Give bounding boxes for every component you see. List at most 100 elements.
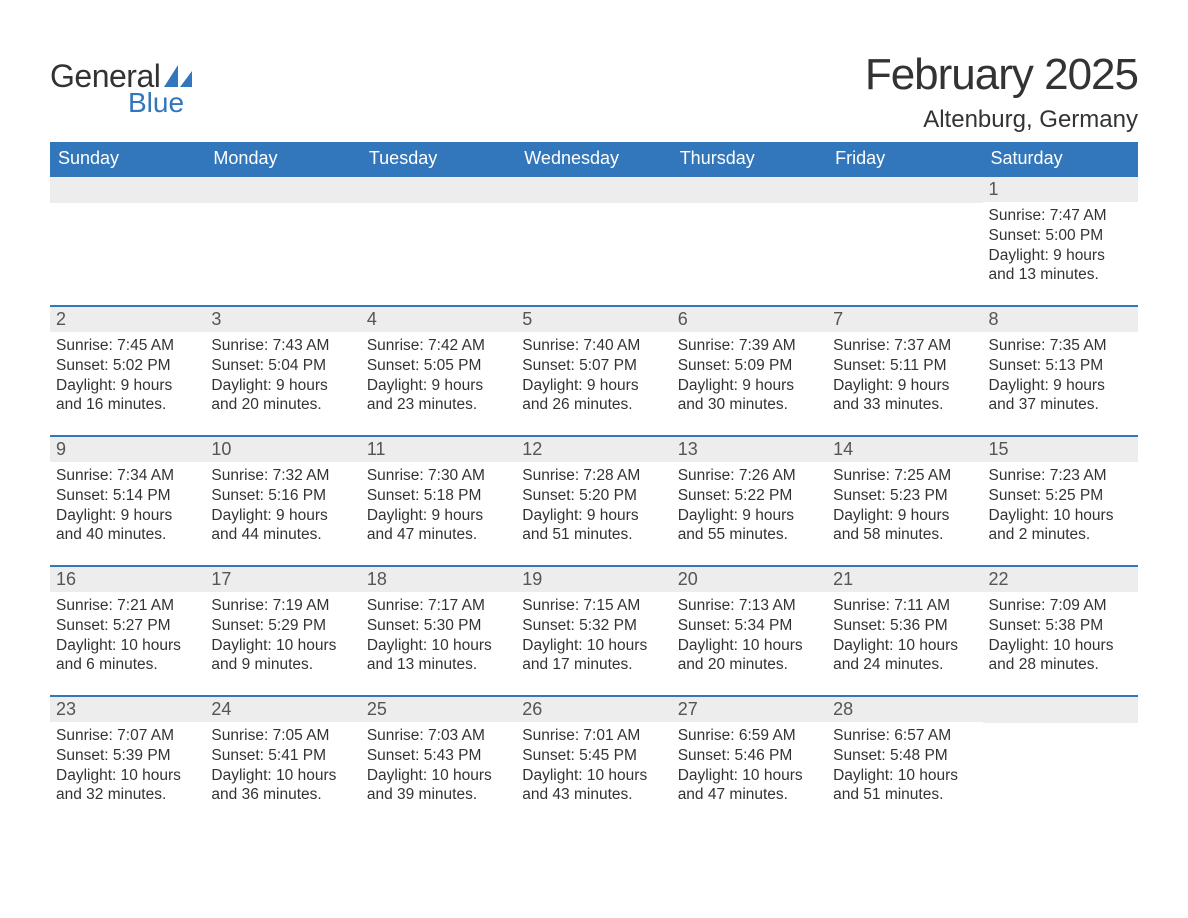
sunset-text: Sunset: 5:41 PM: [211, 746, 354, 766]
sunrise-text: Sunrise: 7:01 AM: [522, 726, 665, 746]
day-number: 1: [983, 177, 1138, 202]
day-body: Sunrise: 7:42 AMSunset: 5:05 PMDaylight:…: [361, 332, 516, 429]
calendar-day-cell: 7Sunrise: 7:37 AMSunset: 5:11 PMDaylight…: [827, 306, 982, 436]
daylight-text: Daylight: 10 hours and 36 minutes.: [211, 766, 354, 806]
day-number: 13: [672, 437, 827, 462]
calendar-day-cell: 10Sunrise: 7:32 AMSunset: 5:16 PMDayligh…: [205, 436, 360, 566]
sunset-text: Sunset: 5:39 PM: [56, 746, 199, 766]
sunset-text: Sunset: 5:13 PM: [989, 356, 1132, 376]
calendar-day-cell: 16Sunrise: 7:21 AMSunset: 5:27 PMDayligh…: [50, 566, 205, 696]
sunrise-text: Sunrise: 7:34 AM: [56, 466, 199, 486]
calendar-day-cell: 23Sunrise: 7:07 AMSunset: 5:39 PMDayligh…: [50, 696, 205, 825]
calendar-day-cell: 15Sunrise: 7:23 AMSunset: 5:25 PMDayligh…: [983, 436, 1138, 566]
calendar-day-cell: [205, 176, 360, 306]
daylight-text: Daylight: 10 hours and 2 minutes.: [989, 506, 1132, 546]
day-number: 2: [50, 307, 205, 332]
calendar-day-cell: 9Sunrise: 7:34 AMSunset: 5:14 PMDaylight…: [50, 436, 205, 566]
day-number: 24: [205, 697, 360, 722]
empty-day-number: [672, 177, 827, 203]
sunset-text: Sunset: 5:23 PM: [833, 486, 976, 506]
daylight-text: Daylight: 9 hours and 58 minutes.: [833, 506, 976, 546]
dow-header-sunday: Sunday: [50, 142, 205, 176]
header: General Blue February 2025 Altenburg, Ge…: [50, 50, 1138, 134]
day-number: 19: [516, 567, 671, 592]
sunset-text: Sunset: 5:14 PM: [56, 486, 199, 506]
day-number: 3: [205, 307, 360, 332]
daylight-text: Daylight: 9 hours and 55 minutes.: [678, 506, 821, 546]
daylight-text: Daylight: 9 hours and 44 minutes.: [211, 506, 354, 546]
day-body: Sunrise: 7:47 AMSunset: 5:00 PMDaylight:…: [983, 202, 1138, 299]
sunset-text: Sunset: 5:38 PM: [989, 616, 1132, 636]
daylight-text: Daylight: 10 hours and 17 minutes.: [522, 636, 665, 676]
daylight-text: Daylight: 10 hours and 39 minutes.: [367, 766, 510, 806]
daylight-text: Daylight: 9 hours and 33 minutes.: [833, 376, 976, 416]
day-number: 9: [50, 437, 205, 462]
day-body: Sunrise: 7:34 AMSunset: 5:14 PMDaylight:…: [50, 462, 205, 559]
empty-day-number: [516, 177, 671, 203]
calendar-day-cell: 4Sunrise: 7:42 AMSunset: 5:05 PMDaylight…: [361, 306, 516, 436]
daylight-text: Daylight: 9 hours and 20 minutes.: [211, 376, 354, 416]
daylight-text: Daylight: 10 hours and 9 minutes.: [211, 636, 354, 676]
calendar-day-cell: 8Sunrise: 7:35 AMSunset: 5:13 PMDaylight…: [983, 306, 1138, 436]
day-number: 21: [827, 567, 982, 592]
sunset-text: Sunset: 5:45 PM: [522, 746, 665, 766]
sunrise-text: Sunrise: 7:13 AM: [678, 596, 821, 616]
month-title: February 2025: [865, 50, 1138, 100]
day-number: 17: [205, 567, 360, 592]
day-number: 22: [983, 567, 1138, 592]
logo-sail-icon: [164, 65, 194, 89]
calendar-day-cell: 25Sunrise: 7:03 AMSunset: 5:43 PMDayligh…: [361, 696, 516, 825]
sunset-text: Sunset: 5:20 PM: [522, 486, 665, 506]
sunrise-text: Sunrise: 7:05 AM: [211, 726, 354, 746]
daylight-text: Daylight: 9 hours and 13 minutes.: [989, 246, 1132, 286]
sunrise-text: Sunrise: 7:28 AM: [522, 466, 665, 486]
calendar-day-cell: 1Sunrise: 7:47 AMSunset: 5:00 PMDaylight…: [983, 176, 1138, 306]
day-number: 4: [361, 307, 516, 332]
sunset-text: Sunset: 5:18 PM: [367, 486, 510, 506]
day-body: Sunrise: 7:35 AMSunset: 5:13 PMDaylight:…: [983, 332, 1138, 429]
daylight-text: Daylight: 9 hours and 23 minutes.: [367, 376, 510, 416]
sunset-text: Sunset: 5:02 PM: [56, 356, 199, 376]
empty-day-number: [50, 177, 205, 203]
sunset-text: Sunset: 5:11 PM: [833, 356, 976, 376]
sunset-text: Sunset: 5:29 PM: [211, 616, 354, 636]
sunset-text: Sunset: 5:00 PM: [989, 226, 1132, 246]
day-body: Sunrise: 7:09 AMSunset: 5:38 PMDaylight:…: [983, 592, 1138, 689]
calendar-day-cell: 5Sunrise: 7:40 AMSunset: 5:07 PMDaylight…: [516, 306, 671, 436]
calendar-day-cell: 28Sunrise: 6:57 AMSunset: 5:48 PMDayligh…: [827, 696, 982, 825]
calendar-day-cell: 13Sunrise: 7:26 AMSunset: 5:22 PMDayligh…: [672, 436, 827, 566]
day-body: Sunrise: 7:26 AMSunset: 5:22 PMDaylight:…: [672, 462, 827, 559]
sunrise-text: Sunrise: 7:42 AM: [367, 336, 510, 356]
day-number: 15: [983, 437, 1138, 462]
day-body: Sunrise: 7:17 AMSunset: 5:30 PMDaylight:…: [361, 592, 516, 689]
sunrise-text: Sunrise: 7:25 AM: [833, 466, 976, 486]
sunset-text: Sunset: 5:36 PM: [833, 616, 976, 636]
daylight-text: Daylight: 10 hours and 28 minutes.: [989, 636, 1132, 676]
day-body: Sunrise: 7:19 AMSunset: 5:29 PMDaylight:…: [205, 592, 360, 689]
day-number: 23: [50, 697, 205, 722]
day-body: Sunrise: 7:45 AMSunset: 5:02 PMDaylight:…: [50, 332, 205, 429]
empty-day-number: [361, 177, 516, 203]
daylight-text: Daylight: 9 hours and 37 minutes.: [989, 376, 1132, 416]
sunrise-text: Sunrise: 7:40 AM: [522, 336, 665, 356]
sunset-text: Sunset: 5:46 PM: [678, 746, 821, 766]
calendar-day-cell: 18Sunrise: 7:17 AMSunset: 5:30 PMDayligh…: [361, 566, 516, 696]
day-number: 25: [361, 697, 516, 722]
title-block: February 2025 Altenburg, Germany: [865, 50, 1138, 134]
day-body: Sunrise: 7:07 AMSunset: 5:39 PMDaylight:…: [50, 722, 205, 819]
empty-day-number: [205, 177, 360, 203]
sunrise-text: Sunrise: 7:35 AM: [989, 336, 1132, 356]
sunrise-text: Sunrise: 7:09 AM: [989, 596, 1132, 616]
sunrise-text: Sunrise: 7:47 AM: [989, 206, 1132, 226]
day-body: Sunrise: 7:40 AMSunset: 5:07 PMDaylight:…: [516, 332, 671, 429]
sunset-text: Sunset: 5:27 PM: [56, 616, 199, 636]
day-number: 8: [983, 307, 1138, 332]
sunrise-text: Sunrise: 7:17 AM: [367, 596, 510, 616]
calendar-day-cell: 27Sunrise: 6:59 AMSunset: 5:46 PMDayligh…: [672, 696, 827, 825]
calendar-day-cell: [827, 176, 982, 306]
calendar-day-cell: [983, 696, 1138, 825]
day-body: Sunrise: 7:39 AMSunset: 5:09 PMDaylight:…: [672, 332, 827, 429]
day-body: Sunrise: 7:30 AMSunset: 5:18 PMDaylight:…: [361, 462, 516, 559]
sunrise-text: Sunrise: 6:57 AM: [833, 726, 976, 746]
calendar-day-cell: 20Sunrise: 7:13 AMSunset: 5:34 PMDayligh…: [672, 566, 827, 696]
